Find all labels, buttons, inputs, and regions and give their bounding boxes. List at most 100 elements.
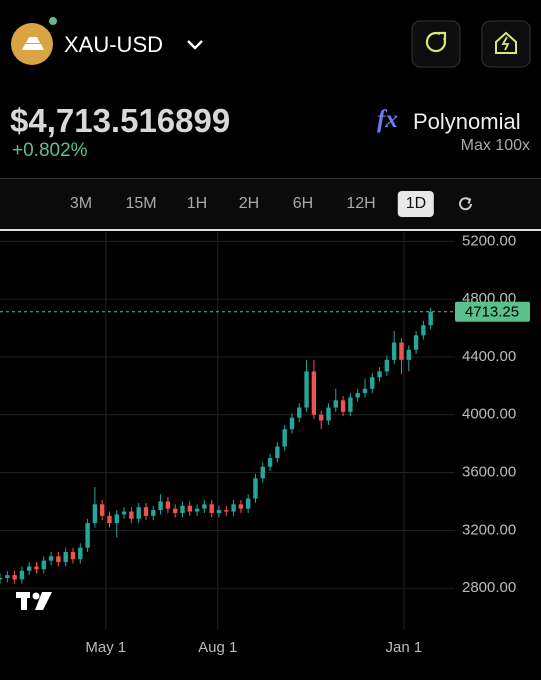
candle-body [384,359,390,372]
candle-body [377,371,382,378]
bolt-icon [501,36,510,51]
candle-body [297,407,302,418]
y-tick-label: 4400.00 [462,348,516,365]
timeframe-option[interactable]: 1D [397,191,435,217]
candle-body [275,446,280,459]
timeframe-option[interactable]: 6H [292,195,314,212]
fx-icon: fx [377,106,398,133]
candle-body [158,501,163,511]
candle-body [370,377,375,389]
candle-body [129,511,134,519]
candle-body [304,371,309,408]
candle-body [428,311,433,326]
candle-body [282,429,287,447]
candle-body [289,417,295,430]
candle-body [34,566,39,570]
last-price-box [455,301,530,322]
tradingview-logo [16,592,52,610]
candle-body [413,335,419,350]
candle-body [70,551,76,560]
candle-body [391,342,397,360]
y-tick-label: 2800.00 [462,579,516,596]
candle-body [85,523,90,548]
timeframe-option[interactable]: 3M [69,195,93,212]
candle-body [333,400,338,408]
y-tick-label: 3600.00 [462,464,516,481]
candle-body [114,514,119,524]
price: $4,713.516899 [10,102,231,139]
candle-body [238,504,244,509]
candle-body [216,510,222,513]
candle-body [253,478,258,499]
y-tick-label: 5200.00 [462,232,516,249]
status-dot [47,15,59,27]
x-tick-label: Aug 1 [198,639,237,656]
candle-body [340,400,346,412]
candle-body [209,504,214,513]
candle-body [78,547,83,560]
candle-body [63,551,68,563]
candle-body [165,501,171,509]
header-graphics [11,15,531,68]
symbol-dropdown[interactable] [187,40,203,50]
timeframe-option[interactable]: 2H [238,195,260,212]
candle-body [399,342,404,360]
candle-body [48,556,54,561]
timeframe-option[interactable]: 15M [125,195,157,212]
gold-bars [22,37,44,50]
refresh-button[interactable] [411,20,461,68]
x-tick-label: May 1 [85,639,126,656]
candle-body [362,388,368,394]
candle-body [187,505,192,512]
refresh-icon [425,31,447,53]
candle-body [121,511,127,515]
candle-body [12,575,17,580]
price-change: +0.802% [12,140,88,161]
max-label: Max [460,137,491,154]
refresh-arrow [438,31,447,40]
home-icon [495,31,517,54]
max-value: 100x [495,137,530,154]
candle-body [26,566,32,571]
candle-body [172,508,178,513]
y-tick-label: 3200.00 [462,521,516,538]
candle-body [326,407,331,421]
timeframe-bar: 3M 15M 1H 2H 6H 12H 1D [0,178,541,230]
chart: 5200.004800.004400.004000.003600.003200.… [0,232,530,656]
symbol[interactable]: XAU-USD [64,32,164,57]
candle-body [143,507,149,516]
candle-body [224,510,229,512]
candle-body [202,504,207,509]
candle-body [355,393,360,398]
candle-body [136,507,141,519]
candle-body [41,560,46,570]
candle-body [260,466,265,479]
candle-body [99,504,105,516]
candle-body [406,349,411,360]
candle-body [267,458,273,467]
reload-chart[interactable] [456,194,476,216]
timeframe-option[interactable]: 1H [186,195,208,212]
candle-body [311,371,317,415]
candle-body [245,498,251,509]
candle-body [0,577,3,580]
pricing-mode: Polynomial [413,109,521,134]
candle-body [231,504,236,512]
candle-body [92,504,98,524]
candle-body [348,397,353,412]
candle-body [180,505,185,513]
candle-body [318,414,324,421]
candle-body [107,515,112,524]
x-tick-label: Jan 1 [386,639,423,656]
candle-body [56,556,61,563]
candle-body [151,510,156,516]
last-price-label: 4713.25 [465,304,519,321]
timeframe-option[interactable]: 12H [346,195,376,212]
candle-body [19,570,25,580]
divider [0,229,541,231]
candle-body [5,575,10,578]
y-tick-label: 4000.00 [462,406,516,423]
candle-body [194,508,200,512]
candle-body [421,325,426,336]
